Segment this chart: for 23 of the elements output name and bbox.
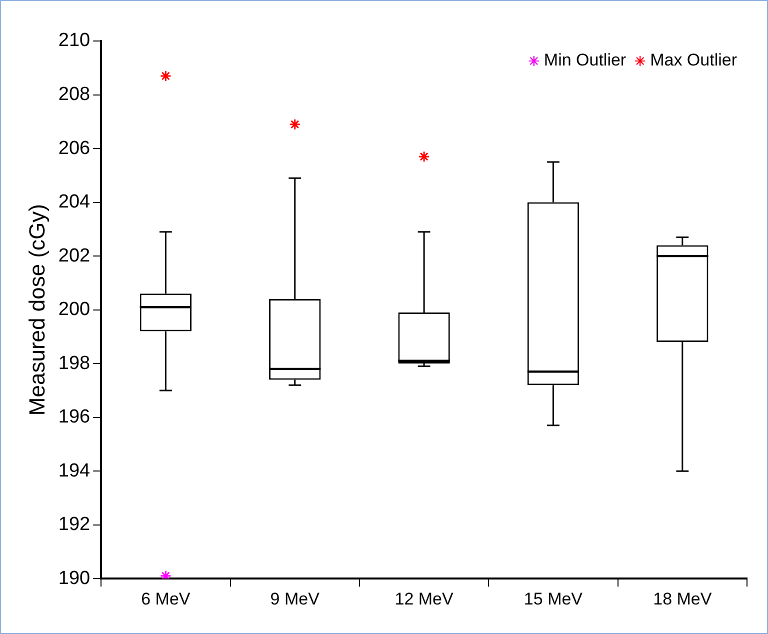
y-tick-label: 208 bbox=[58, 84, 90, 105]
y-tick-label: 204 bbox=[58, 192, 91, 213]
y-tick-label: 190 bbox=[58, 568, 90, 589]
x-tick-label: 15 MeV bbox=[524, 589, 584, 608]
y-tick-label: 194 bbox=[58, 460, 91, 482]
x-tick-label: 9 MeV bbox=[270, 589, 320, 608]
x-tick-label: 12 MeV bbox=[394, 589, 454, 608]
y-tick-label: 206 bbox=[58, 138, 90, 159]
y-tick-label: 210 bbox=[58, 30, 90, 52]
point bbox=[418, 150, 430, 162]
y-tick-label: 196 bbox=[58, 406, 90, 428]
x-tick-label: 18 MeV bbox=[653, 589, 712, 608]
legend-label: Min Outlier bbox=[544, 50, 626, 70]
legend-label: Max Outlier bbox=[650, 50, 738, 70]
point bbox=[289, 118, 301, 130]
point bbox=[160, 570, 172, 579]
y-tick-label: 202 bbox=[58, 245, 90, 266]
y-tick-label: 198 bbox=[58, 352, 90, 374]
y-axis-title: Measured dose (cGy) bbox=[24, 204, 50, 416]
y-tick-label: 200 bbox=[58, 299, 90, 320]
x-tick-label: 6 MeV bbox=[141, 589, 191, 608]
y-tick-label: 192 bbox=[58, 514, 90, 536]
point bbox=[160, 70, 172, 82]
